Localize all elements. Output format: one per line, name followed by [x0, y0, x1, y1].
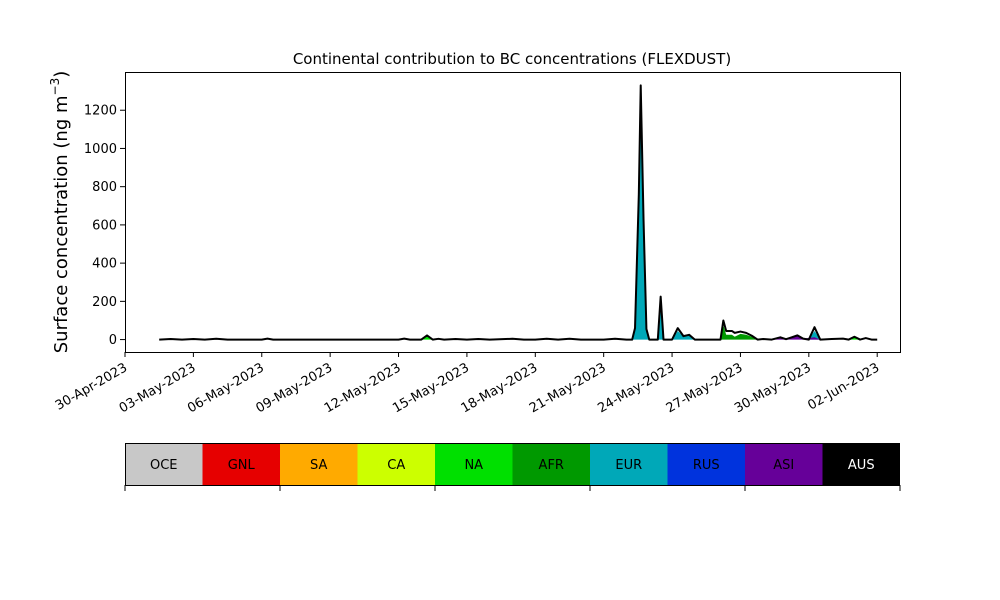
chart-title: Continental contribution to BC concentra…	[293, 50, 731, 68]
x-tick-label: 24-May-2023	[595, 360, 677, 416]
total-concentration-line	[159, 84, 878, 341]
legend-label-asi: ASI	[773, 458, 794, 473]
legend-swatch-oce	[125, 443, 203, 485]
y-tick-label: 600	[92, 218, 117, 233]
y-axis-label-main: Surface concentration (ng m	[51, 95, 72, 353]
y-axis-label-exponent: −3	[48, 78, 62, 96]
legend-swatch-na	[435, 443, 513, 485]
series-area-eur	[147, 93, 878, 340]
plot-frame	[125, 72, 901, 353]
y-tick-label: 0	[109, 333, 117, 348]
y-axis: 0 200 400 600 800 1000 1200	[84, 104, 125, 348]
legend-frame	[125, 443, 900, 486]
x-tick-label: 09-May-2023	[253, 360, 335, 416]
legend-swatch-rus	[667, 443, 745, 485]
y-tick-label: 400	[92, 257, 117, 272]
legend-swatch-afr	[512, 443, 590, 485]
legend-swatch-eur	[590, 443, 668, 485]
legend-swatch-aus	[822, 443, 900, 485]
x-tick-label: 12-May-2023	[322, 360, 404, 416]
series-area-afr	[147, 325, 878, 340]
legend-label-gnl: GNL	[228, 458, 256, 473]
legend-label-oce: OCE	[150, 458, 178, 473]
legend-label-afr: AFR	[539, 458, 564, 473]
legend-swatch-gnl	[202, 443, 280, 485]
x-tick-label: 21-May-2023	[527, 360, 609, 416]
y-tick-label: 1000	[84, 142, 117, 157]
x-tick-label: 03-May-2023	[117, 360, 199, 416]
series-areas	[147, 93, 878, 340]
legend-swatch-sa	[280, 443, 358, 485]
y-tick-label: 200	[92, 295, 117, 310]
legend-swatch-ca	[357, 443, 435, 485]
legend-label-eur: EUR	[615, 458, 642, 473]
x-tick-label: 30-May-2023	[732, 360, 814, 416]
x-tick-label: 18-May-2023	[459, 360, 541, 416]
legend-swatch-asi	[745, 443, 823, 485]
y-axis-label: Surface concentration (ng m−3)	[48, 71, 72, 354]
legend-label-rus: RUS	[693, 458, 720, 473]
y-tick-label: 1200	[84, 104, 117, 119]
y-axis-label-close: )	[51, 71, 72, 78]
x-tick-label: 15-May-2023	[390, 360, 472, 416]
legend-label-ca: CA	[387, 458, 405, 473]
total-line-group	[159, 84, 878, 341]
legend-label-sa: SA	[310, 458, 327, 473]
x-tick-label: 27-May-2023	[664, 360, 746, 416]
x-tick-label: 06-May-2023	[185, 360, 267, 416]
legend: OCE GNL SA CA NA AFR EUR RUS ASI AUS	[124, 443, 901, 491]
x-tick-label: 02-Jun-2023	[805, 360, 882, 413]
y-tick-label: 800	[92, 180, 117, 195]
legend-label-aus: AUS	[848, 458, 875, 473]
legend-label-na: NA	[464, 458, 483, 473]
x-axis: 30-Apr-202303-May-202306-May-202309-May-…	[53, 352, 882, 416]
